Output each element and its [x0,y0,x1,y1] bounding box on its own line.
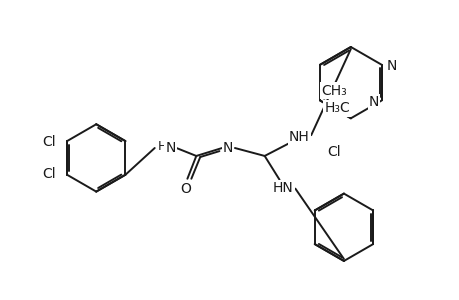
Text: H₃C: H₃C [324,101,349,116]
Text: O: O [179,182,190,196]
Text: N: N [165,141,175,155]
Text: NH: NH [288,130,309,144]
Text: Cl: Cl [326,145,340,159]
Text: Cl: Cl [42,135,56,149]
Text: N: N [368,95,378,110]
Text: Cl: Cl [42,167,56,181]
Text: H: H [157,140,167,152]
Text: N: N [386,59,396,73]
Text: HN: HN [273,181,293,195]
Text: CH₃: CH₃ [320,84,346,98]
Text: N: N [222,141,233,155]
